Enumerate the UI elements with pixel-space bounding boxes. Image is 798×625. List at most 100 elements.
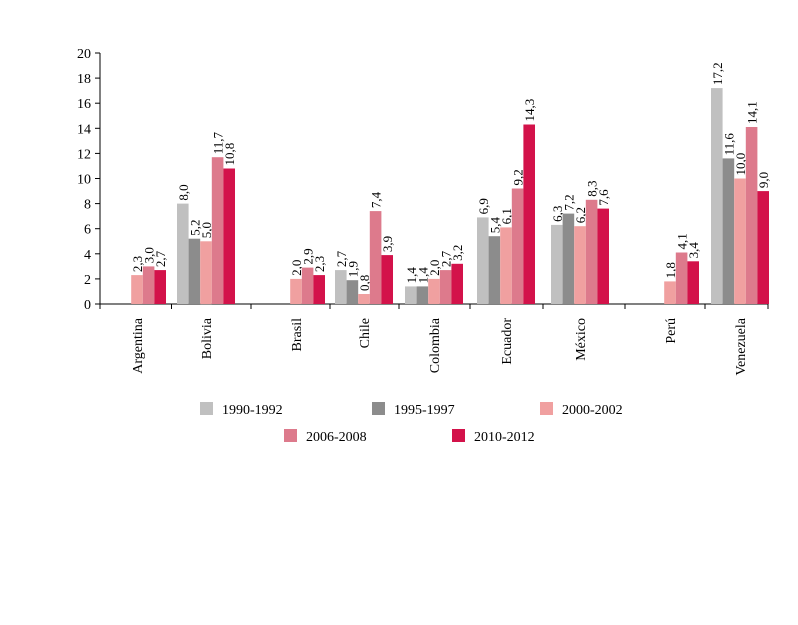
data-label: 8,0 (176, 184, 191, 200)
bar (428, 278, 440, 304)
bar (358, 294, 370, 304)
bar (711, 88, 723, 304)
category-label: Colombia (428, 317, 443, 373)
bar (574, 226, 586, 304)
legend-swatch (284, 429, 297, 442)
data-label: 9,0 (756, 172, 771, 188)
category-label: Brasil (290, 318, 305, 352)
bar (477, 217, 489, 304)
bar (745, 127, 758, 304)
data-label: 10,8 (222, 143, 237, 166)
bar (290, 278, 302, 304)
category-label: Bolivia (200, 317, 215, 359)
y-tick-label: 0 (84, 298, 91, 313)
data-label: 6,3 (550, 206, 565, 222)
category-label: Venezuela (734, 317, 749, 375)
legend-label: 2000-2002 (562, 403, 623, 418)
bar (597, 208, 609, 304)
data-label: 3,0 (142, 247, 157, 263)
bar (188, 238, 201, 304)
bar (381, 255, 393, 304)
category-label: México (574, 318, 589, 361)
bar (223, 168, 235, 304)
y-tick-label: 20 (77, 47, 91, 62)
data-label: 1,9 (345, 261, 360, 277)
data-label: 7,6 (596, 189, 611, 206)
bar (757, 191, 769, 304)
data-label: 9,2 (511, 169, 526, 185)
bar (154, 270, 166, 304)
y-tick-label: 12 (77, 147, 91, 162)
bar (511, 188, 524, 304)
bar (439, 270, 452, 304)
data-label: 7,2 (561, 194, 576, 210)
y-tick-label: 10 (77, 173, 91, 188)
bar (416, 286, 429, 304)
data-label: 6,1 (499, 208, 514, 224)
data-label: 11,7 (211, 131, 226, 154)
data-label: 2,7 (334, 250, 349, 267)
bar (369, 211, 382, 304)
data-label: 0,8 (357, 275, 372, 291)
legend-label: 2010-2012 (474, 430, 535, 445)
data-label: 5,4 (487, 216, 502, 233)
bar (500, 227, 512, 304)
y-tick-label: 14 (77, 122, 91, 137)
data-label: 4,1 (675, 233, 690, 249)
data-label: 14,1 (745, 101, 760, 124)
bar (488, 236, 501, 304)
bar (675, 252, 688, 304)
legend-swatch (200, 402, 213, 415)
data-label: 3,2 (450, 245, 465, 261)
data-label: 1,4 (415, 267, 430, 284)
data-label: 8,3 (585, 181, 600, 197)
bar (562, 213, 575, 304)
category-label: Chile (358, 318, 373, 348)
data-label: 3,4 (686, 242, 701, 259)
y-tick-label: 18 (77, 72, 91, 87)
bar (313, 275, 325, 304)
data-label: 7,4 (369, 191, 384, 208)
bar (211, 157, 224, 304)
legend-label: 2006-2008 (306, 430, 367, 445)
bar (722, 158, 735, 304)
y-tick-label: 16 (77, 97, 91, 112)
data-label: 10,0 (733, 153, 748, 176)
bar (335, 270, 347, 304)
data-label: 2,7 (439, 250, 454, 267)
bar (405, 286, 417, 304)
y-tick-label: 8 (84, 198, 91, 213)
data-label: 11,6 (721, 133, 736, 156)
data-label: 6,2 (573, 207, 588, 223)
data-label: 3,9 (380, 236, 395, 252)
bar (346, 280, 359, 304)
data-label: 5,2 (187, 219, 202, 235)
y-tick-label: 6 (84, 223, 91, 238)
y-tick-label: 2 (84, 273, 91, 288)
data-label: 2,3 (312, 256, 327, 272)
category-label: Perú (664, 318, 679, 344)
data-label: 2,0 (289, 260, 304, 276)
data-label: 14,3 (522, 99, 537, 122)
data-label: 1,8 (663, 262, 678, 278)
data-label: 2,0 (427, 260, 442, 276)
data-label: 5,0 (199, 222, 214, 238)
bar (177, 203, 189, 304)
bar (523, 124, 535, 304)
bar (301, 267, 314, 304)
bar (131, 275, 143, 304)
bar (734, 178, 746, 304)
data-label: 6,9 (476, 198, 491, 214)
data-label: 17,2 (710, 62, 725, 85)
bar (585, 199, 598, 304)
category-label: Ecuador (500, 318, 515, 365)
legend-label: 1990-1992 (222, 403, 283, 418)
legend-swatch (540, 402, 553, 415)
bar (551, 224, 563, 304)
bar (687, 261, 699, 304)
bar (664, 281, 676, 304)
data-label: 1,4 (404, 267, 419, 284)
legend-label: 1995-1997 (394, 403, 455, 418)
